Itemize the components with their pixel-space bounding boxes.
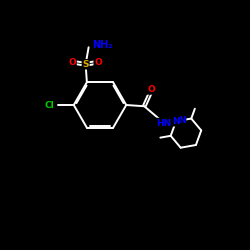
Text: O: O xyxy=(148,85,155,94)
Text: O: O xyxy=(68,58,76,67)
Text: NH₂: NH₂ xyxy=(92,40,113,50)
Text: Cl: Cl xyxy=(45,100,54,110)
Text: N: N xyxy=(172,117,180,126)
Text: HN: HN xyxy=(156,118,171,128)
Text: O: O xyxy=(94,58,102,67)
Text: S: S xyxy=(82,60,89,69)
Text: N: N xyxy=(178,116,186,125)
